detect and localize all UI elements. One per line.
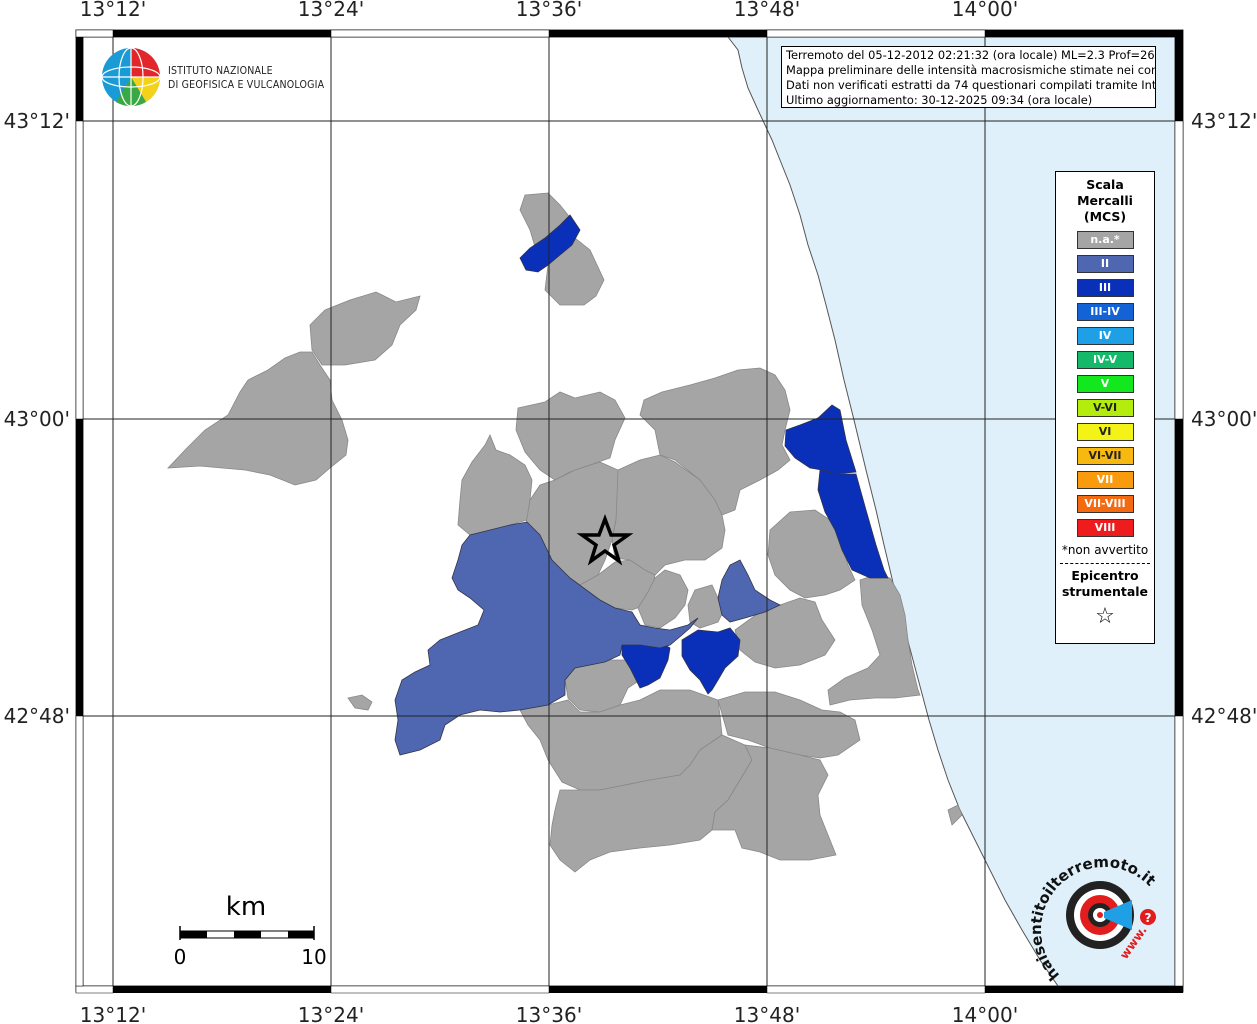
lon-tick-label: 13°12' [80,1003,146,1024]
lat-tick-label: 43°12' [4,109,70,133]
legend-chip: IV-V [1076,351,1134,369]
lon-tick-label: 13°36' [516,0,582,21]
legend-chip: IV [1076,327,1134,345]
legend-chip: III-IV [1076,303,1134,321]
logo-line-2: DI GEOFISICA E VULCANOLOGIA [168,79,325,91]
legend-chip: VII-VIII [1076,495,1134,513]
scale-unit-label: km [226,892,266,922]
municipalities-iii [519,214,889,695]
municipality-area [717,691,861,759]
municipality-area [457,434,533,536]
legend-title-line: (MCS) [1083,209,1127,224]
lon-tick-label: 13°36' [516,1003,582,1024]
legend-chip: VI [1076,423,1134,441]
legend-chip: III [1076,279,1134,297]
legend-star-icon: ☆ [1095,604,1115,629]
lon-tick-label: 13°48' [734,0,800,21]
municipality-area [515,391,626,481]
legend-epicenter-label: Epicentro strumentale [1056,568,1154,600]
badge-question: ? [1145,911,1152,925]
lon-labels-bottom: 13°12' 13°24' 13°36' 13°48' 14°00' [80,1003,1018,1024]
municipality-area [947,804,963,826]
lon-tick-label: 14°00' [952,0,1018,21]
lat-tick-label: 43°12' [1191,109,1257,133]
legend-chip: VII [1076,471,1134,489]
scale-max-label: 10 [301,945,326,969]
legend-chip: n.a.* [1076,231,1134,249]
lon-tick-label: 13°24' [298,1003,364,1024]
lon-tick-label: 13°24' [298,0,364,21]
legend-title: Scala Mercalli (MCS) [1056,177,1154,225]
legend-chips: n.a.* II III III-IV IV IV-V V V-VI VI VI-VII VII VI… [1056,231,1154,537]
legend-title-line: Scala [1086,177,1124,192]
lat-tick-label: 42°48' [4,704,70,728]
legend-epicenter-line: Epicentro [1071,568,1139,583]
legend-epicenter-line: strumentale [1061,584,1149,599]
event-info-line: Ultimo aggiornamento: 30-12-2025 09:34 (… [786,93,1093,107]
municipality-area [637,569,689,629]
municipality-area [309,291,421,366]
lat-tick-label: 43°00' [4,407,70,431]
legend-chip: V [1076,375,1134,393]
legend-chip: V-VI [1076,399,1134,417]
legend-chip: VI-VII [1076,447,1134,465]
ingv-logo: ISTITUTO NAZIONALE DI GEOFISICA E VULCAN… [101,47,325,107]
municipalities-ii [394,521,781,756]
lon-tick-label: 13°48' [734,1003,800,1024]
legend-chip: VIII [1076,519,1134,537]
municipality-area [394,521,699,756]
municipality-area [519,214,581,273]
municipality-area [784,404,857,475]
municipality-area [347,694,373,711]
municipality-area [817,469,889,579]
lon-tick-label: 14°00' [952,1003,1018,1024]
lat-tick-label: 42°48' [1191,704,1257,728]
legend-chip: II [1076,255,1134,273]
municipalities-na [167,192,963,873]
epicenter-star-icon [576,514,634,566]
lon-tick-label: 13°12' [80,0,146,21]
question-icon [1140,909,1156,925]
graticule [83,37,1175,986]
logo-line-1: ISTITUTO NAZIONALE [168,65,273,77]
lat-labels-left: 43°12' 43°00' 42°48' [4,109,70,728]
legend-title-line: Mercalli [1077,193,1133,208]
scale-bar: km 0 10 [174,892,327,969]
municipality-area [717,559,781,623]
municipality-area [681,627,741,695]
frame-bar [75,29,1184,994]
event-info-line: Terremoto del 05-12-2012 02:21:32 (ora l… [786,48,1156,62]
event-info-line: Dati non verificati estratti da 74 quest… [786,78,1156,92]
municipality-area [767,509,856,599]
legend-separator [1060,563,1150,564]
mcs-legend: Scala Mercalli (MCS) n.a.* II III III-IV IV I… [1055,171,1155,644]
lon-labels-top: 13°12' 13°24' 13°36' 13°48' 14°00' [80,0,1018,21]
municipality-area [639,367,791,516]
event-info-box: Terremoto del 05-12-2012 02:21:32 (ora l… [781,46,1156,108]
event-info-line: Mappa preliminare delle intensità macros… [786,63,1156,77]
municipality-area [711,744,837,861]
lat-tick-label: 43°00' [1191,407,1257,431]
lat-labels-right: 43°12' 43°00' 42°48' [1191,109,1257,728]
legend-note: *non avvertito [1061,543,1149,557]
municipality-area [827,574,921,706]
scale-min-label: 0 [174,945,187,969]
